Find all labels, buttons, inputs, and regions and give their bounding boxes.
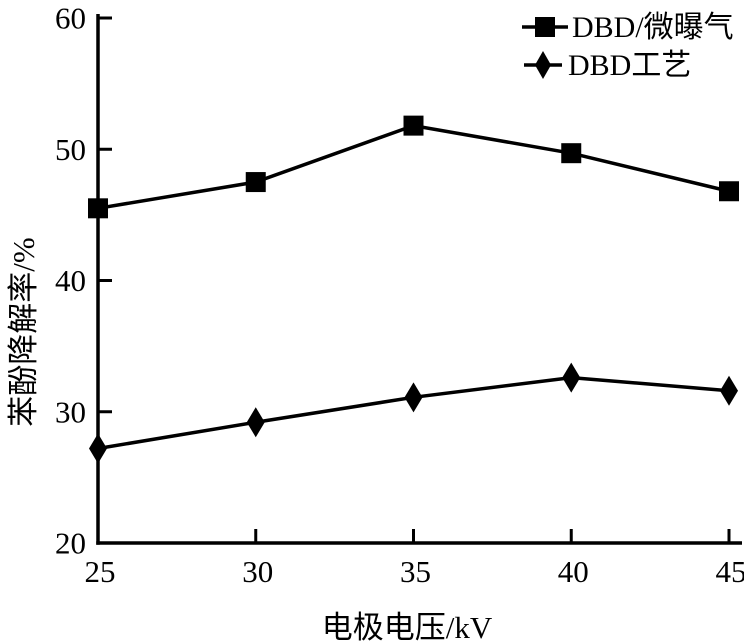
x-tick-label: 35	[400, 554, 431, 589]
data-point-diamond-marker	[89, 433, 107, 464]
y-tick-label: 30	[55, 394, 86, 429]
data-series	[88, 115, 739, 464]
x-tick-label: 30	[242, 554, 273, 589]
data-point-diamond-marker	[404, 382, 423, 413]
y-tick-label: 60	[55, 1, 86, 36]
legend-item-dbd-microbubble: DBD/微曝气	[522, 11, 734, 44]
y-tick-label: 20	[55, 526, 86, 561]
data-point-square-marker	[245, 172, 266, 193]
y-axis-title: 苯酚降解率/%	[6, 237, 41, 426]
diamond-on-line-icon	[524, 51, 562, 79]
data-point-square-marker	[403, 115, 424, 136]
data-point-diamond-marker	[562, 362, 581, 393]
x-tick-label: 40	[558, 554, 589, 589]
legend: DBD/微曝气 DBD工艺	[522, 11, 734, 82]
data-point-square-marker	[561, 143, 582, 164]
axis-ticks: 20 30 40 50 60 25 30 35 40 45	[55, 1, 744, 590]
y-tick-label: 40	[55, 263, 86, 298]
y-tick-label: 50	[55, 132, 86, 167]
legend-item-dbd-process: DBD工艺	[524, 49, 691, 82]
series-line-0	[97, 123, 730, 211]
data-point-square-marker	[719, 181, 739, 202]
data-point-diamond-marker	[246, 407, 265, 438]
legend-label-dbd-microbubble: DBD/微曝气	[572, 11, 734, 44]
data-point-diamond-marker	[720, 375, 738, 406]
x-tick-label: 45	[716, 554, 744, 589]
data-point-square-marker	[88, 198, 108, 219]
x-axis-title: 电极电压/kV	[322, 610, 493, 643]
legend-label-dbd-process: DBD工艺	[568, 49, 691, 82]
x-tick-label: 25	[85, 554, 116, 589]
square-on-line-icon	[522, 17, 568, 37]
